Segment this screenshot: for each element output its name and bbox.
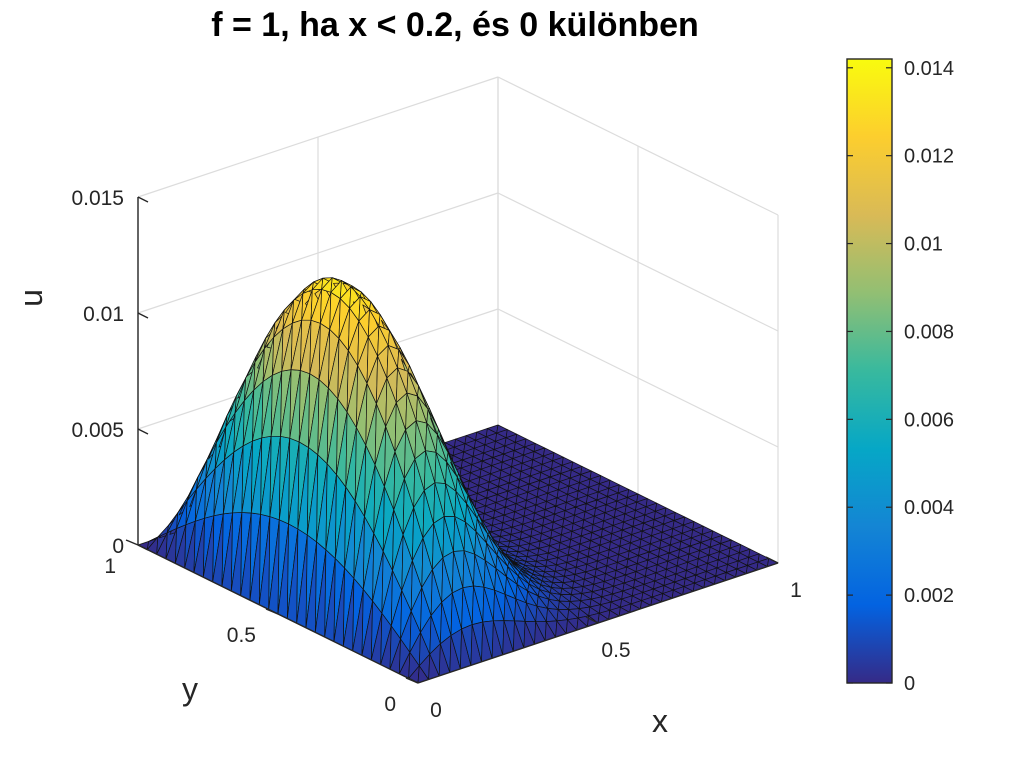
- colorbar-fill: [846, 58, 893, 684]
- y-tick-label: 0: [384, 693, 396, 716]
- x-tick: [405, 676, 419, 684]
- x-tick-label: 0: [430, 699, 442, 722]
- colorbar-tick-label: 0.008: [904, 321, 954, 343]
- colorbar-tick-label: 0.012: [904, 146, 954, 168]
- colorbar-tick-label: 0.006: [904, 409, 954, 431]
- z-tick-label: 0.015: [71, 187, 124, 210]
- y-tick: [125, 539, 139, 546]
- z-axis-label: u: [13, 289, 49, 307]
- colorbar-tick-label: 0: [904, 673, 915, 695]
- surface-mesh: [137, 277, 779, 684]
- y-tick: [265, 608, 279, 615]
- z-tick: [137, 428, 149, 435]
- z-tick: [137, 196, 149, 203]
- z-tick-label: 0.01: [83, 303, 124, 326]
- y-tick-label: 1: [104, 555, 116, 578]
- chart-title: f = 1, ha x < 0.2, és 0 különben: [211, 6, 699, 44]
- x-tick-label: 0.5: [601, 639, 630, 662]
- y-tick-label: 0.5: [227, 624, 256, 647]
- z-tick: [137, 312, 149, 319]
- colorbar-ticks: 0 0.002 0.004 0.006 0.008 0.01 0.012 0.014: [847, 58, 954, 695]
- colorbar-tick-label: 0.002: [904, 585, 954, 607]
- z-tick-label: 0: [112, 535, 124, 558]
- colorbar-tick-label: 0.004: [904, 497, 954, 519]
- colorbar-tick-label: 0.01: [904, 234, 943, 256]
- x-tick: [585, 616, 599, 624]
- colorbar-tick-label: 0.014: [904, 58, 954, 80]
- x-tick: [765, 556, 779, 564]
- z-tick-label: 0.005: [71, 419, 124, 442]
- y-axis-label: y: [182, 671, 198, 707]
- x-axis-label: x: [652, 703, 668, 739]
- x-tick-label: 1: [790, 579, 802, 602]
- colorbar: 0 0.002 0.004 0.006 0.008 0.01 0.012 0.014: [846, 58, 954, 695]
